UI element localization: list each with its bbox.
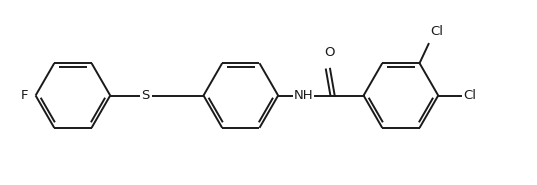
Text: Cl: Cl bbox=[463, 89, 476, 102]
Text: Cl: Cl bbox=[430, 25, 443, 38]
Text: S: S bbox=[141, 89, 150, 102]
Text: F: F bbox=[21, 89, 28, 102]
Text: NH: NH bbox=[294, 89, 313, 102]
Text: O: O bbox=[325, 46, 335, 59]
